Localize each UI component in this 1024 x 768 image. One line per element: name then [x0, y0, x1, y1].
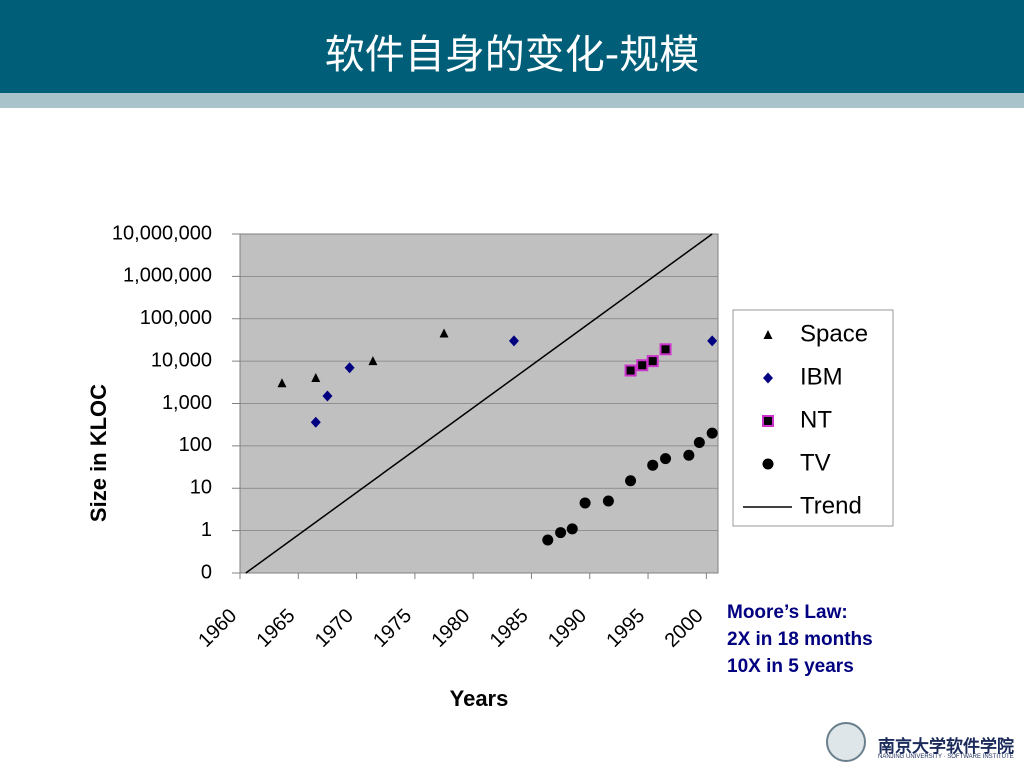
point: [508, 335, 519, 347]
legend-swatch: [763, 330, 773, 339]
point: [706, 427, 718, 439]
legend-label: Space: [800, 320, 868, 347]
x-tick-label: 1960: [194, 605, 241, 652]
x-tick-label: 1965: [253, 605, 300, 652]
point: [636, 359, 649, 372]
point: [322, 390, 333, 402]
x-tick-label: 1980: [427, 605, 474, 652]
legend-box: [732, 309, 894, 527]
point: [310, 416, 321, 428]
y-tick-label: 1,000: [162, 392, 212, 414]
point: [311, 372, 321, 382]
annotation: 2X in 18 months: [727, 629, 873, 650]
annotation: Moore’s Law:: [727, 602, 848, 623]
point: [707, 335, 718, 347]
y-tick-label: 10,000,000: [112, 222, 212, 244]
x-tick-label: 1985: [486, 605, 533, 652]
point: [277, 378, 287, 388]
x-tick-label: 1975: [369, 605, 416, 652]
logo-name: 南京大学软件学院: [878, 737, 1014, 757]
point: [625, 475, 637, 487]
point: [555, 527, 567, 539]
x-tick-label: 1990: [544, 605, 591, 652]
header-stripe: [0, 93, 1024, 108]
logo-subtitle: NANJING UNIVERSITY · SOFTWARE INSTITUTE: [878, 754, 1014, 760]
legend-swatch: [762, 458, 774, 470]
point: [542, 534, 554, 546]
legend-label: Trend: [800, 492, 862, 519]
point: [344, 362, 355, 374]
point: [579, 497, 591, 509]
point: [646, 355, 659, 368]
point: [624, 364, 637, 377]
y-tick-label: 0: [201, 561, 212, 583]
y-tick-label: 1: [201, 519, 212, 541]
legend-label: TV: [800, 449, 831, 476]
point: [683, 449, 695, 461]
point: [693, 437, 705, 449]
point: [439, 328, 449, 338]
logo-seal: [826, 722, 866, 762]
point: [368, 356, 378, 366]
annotation: 10X in 5 years: [727, 656, 854, 677]
trend-line: [245, 233, 713, 574]
x-tick-label: 2000: [661, 605, 708, 652]
point: [659, 343, 672, 356]
slide-title: 软件自身的变化-规模: [324, 32, 700, 78]
x-tick-label: 1995: [602, 605, 649, 652]
legend-swatch: [762, 415, 774, 427]
header-bar: [0, 0, 1024, 93]
y-axis-title: Size in KLOC: [86, 384, 111, 522]
y-tick-label: 10,000: [151, 349, 212, 371]
point: [660, 453, 672, 465]
legend-label: NT: [800, 406, 832, 433]
legend-label: IBM: [800, 363, 843, 390]
x-tick-label: 1970: [311, 605, 358, 652]
point: [566, 523, 578, 535]
y-tick-label: 100,000: [140, 307, 212, 329]
legend-swatch: [763, 372, 773, 384]
y-tick-label: 100: [179, 434, 212, 456]
x-axis-title: Years: [450, 686, 509, 711]
y-tick-label: 10: [190, 477, 212, 499]
y-tick-label: 1,000,000: [123, 265, 212, 287]
point: [647, 459, 659, 471]
point: [602, 495, 614, 507]
